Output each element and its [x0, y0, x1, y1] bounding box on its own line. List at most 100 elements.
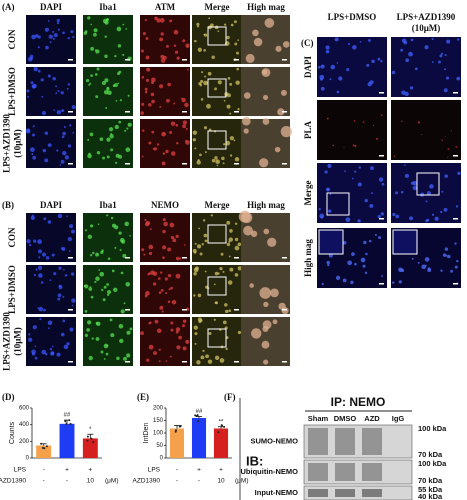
cell — [98, 269, 101, 271]
cell — [126, 127, 129, 130]
panel-label: (D) — [2, 392, 15, 402]
treatment-level: 10 — [87, 478, 95, 485]
cell — [41, 349, 47, 355]
cell — [193, 251, 197, 254]
cell — [38, 273, 43, 278]
cell — [234, 237, 239, 242]
zoom-box — [416, 172, 440, 196]
cell — [53, 109, 56, 111]
cell — [126, 353, 131, 358]
cell — [41, 95, 44, 98]
cell — [234, 245, 240, 251]
cell — [193, 272, 197, 276]
cell — [393, 155, 396, 158]
cell — [404, 173, 409, 178]
cell — [106, 18, 109, 22]
scale-bar — [68, 309, 73, 311]
cell — [161, 310, 164, 313]
scale-bar — [282, 163, 287, 165]
cell — [40, 78, 44, 82]
cell — [100, 250, 104, 254]
cell — [120, 309, 125, 314]
zoom-box — [326, 192, 350, 216]
cell — [425, 200, 428, 203]
cell — [37, 35, 41, 39]
cell — [159, 18, 165, 23]
cell — [167, 300, 171, 304]
cell — [173, 102, 176, 105]
cell — [95, 49, 100, 54]
cell — [32, 325, 37, 330]
cell — [31, 34, 36, 40]
cell — [332, 144, 335, 147]
column-header: NEMO — [151, 200, 179, 210]
scale-bar — [182, 361, 187, 363]
cell — [32, 125, 35, 128]
cell — [215, 159, 220, 165]
cell — [52, 30, 55, 33]
cell — [274, 146, 281, 153]
cell — [414, 67, 418, 71]
cell — [441, 190, 444, 193]
cell — [118, 323, 124, 329]
cell — [112, 287, 118, 293]
cell — [208, 331, 212, 335]
cell — [118, 120, 122, 124]
cell — [403, 40, 408, 45]
cell — [49, 348, 53, 351]
cell — [354, 144, 357, 148]
cell — [162, 256, 165, 260]
cell — [66, 87, 69, 90]
cell — [106, 137, 111, 142]
cell — [277, 108, 285, 116]
cell — [326, 187, 330, 192]
cell — [357, 219, 361, 223]
treatment-name: LPS — [148, 467, 161, 474]
cell — [329, 193, 332, 196]
band — [335, 489, 355, 497]
treatment-level: + — [65, 467, 69, 474]
blot-name: SUMO-NEMO — [251, 436, 299, 445]
cell — [114, 124, 119, 130]
cell — [69, 327, 74, 332]
cell — [158, 291, 162, 294]
cell — [408, 51, 413, 57]
cell — [28, 337, 33, 342]
cell — [32, 83, 37, 89]
micrograph — [140, 317, 190, 366]
cell — [106, 214, 109, 217]
band — [362, 489, 382, 497]
cell — [30, 81, 34, 85]
cell — [111, 223, 116, 228]
cell — [225, 309, 229, 314]
cell — [181, 324, 186, 328]
cell — [444, 135, 446, 137]
cell — [90, 295, 94, 299]
zoom-box — [207, 26, 227, 46]
cell — [89, 132, 94, 137]
cell — [44, 158, 49, 163]
bar — [169, 428, 185, 458]
cell — [178, 257, 182, 260]
cell — [182, 124, 187, 129]
data-point — [43, 447, 46, 450]
cell — [38, 256, 41, 259]
treatment-level: + — [197, 467, 201, 474]
cell — [224, 303, 228, 307]
cell — [69, 124, 72, 127]
inset — [318, 229, 344, 255]
cell — [63, 344, 69, 350]
cell — [141, 129, 145, 132]
cell — [249, 283, 254, 288]
cell — [25, 128, 31, 134]
cell — [84, 229, 87, 232]
treatment-level: 10 — [217, 478, 225, 485]
cell — [365, 252, 368, 256]
cell — [378, 177, 384, 182]
cell — [63, 268, 65, 271]
scale-bar — [125, 309, 130, 311]
cell — [41, 110, 47, 116]
micrograph — [83, 119, 133, 168]
cell — [366, 63, 370, 67]
cell — [368, 239, 372, 243]
